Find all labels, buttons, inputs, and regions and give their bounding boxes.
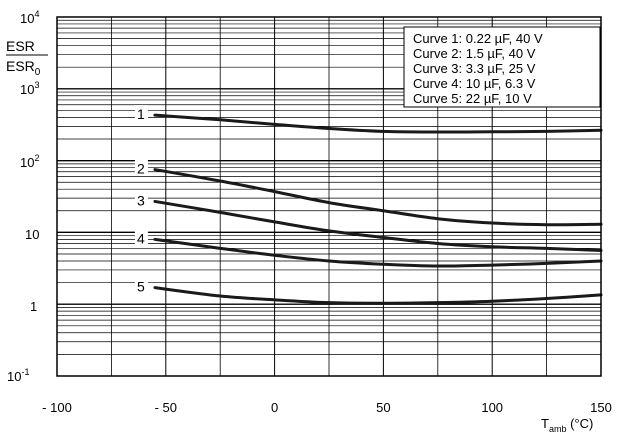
y-tick-label: 104 — [20, 9, 39, 26]
curve-label-bg — [134, 229, 148, 246]
curve-label-bg — [134, 159, 148, 176]
x-tick-labels: - 100 - 50 0 50 100 150 — [42, 400, 612, 415]
legend-box — [403, 26, 601, 108]
y-tick-labels: 10-1 1 10 102 103 104 — [7, 9, 39, 384]
y-axis-label: ESR ESR0 — [6, 38, 48, 78]
curve-label: 5 — [137, 279, 145, 295]
x-tick-label: 150 — [590, 400, 612, 415]
curves — [153, 113, 603, 305]
legend-entry: Curve 5: 22 µF, 10 V — [413, 91, 532, 106]
curve-label: 4 — [137, 230, 145, 246]
y-axis-label-denominator: ESR0 — [6, 58, 41, 78]
curve-4 — [153, 237, 603, 268]
curve-5 — [153, 286, 603, 305]
legend-entry: Curve 1: 0.22 µF, 40 V — [413, 31, 543, 46]
legend: Curve 1: 0.22 µF, 40 V Curve 2: 1.5 µF, … — [403, 26, 601, 108]
y-tick-label: 10 — [25, 227, 39, 242]
grid-lines — [57, 17, 601, 376]
curve-3 — [153, 199, 603, 252]
curve-label-bg — [134, 191, 148, 208]
legend-entry: Curve 3: 3.3 µF, 25 V — [413, 61, 536, 76]
curve-label-bg — [134, 277, 148, 294]
y-tick-label: 10-1 — [7, 367, 29, 384]
x-tick-label: 0 — [271, 400, 278, 415]
x-tick-label: - 50 — [155, 400, 177, 415]
x-tick-label: 100 — [481, 400, 503, 415]
plot-frame — [56, 16, 602, 377]
legend-entry: Curve 2: 1.5 µF, 40 V — [413, 46, 536, 61]
curve-labels: 1 2 3 4 5 — [134, 105, 148, 295]
curve-2 — [153, 168, 603, 227]
curve-label-bg — [134, 105, 148, 122]
x-axis-label: Tamb (°C) — [541, 416, 593, 434]
y-tick-label: 103 — [20, 80, 39, 97]
y-tick-label: 1 — [30, 299, 37, 314]
x-tick-label: - 100 — [42, 400, 72, 415]
curve-label: 1 — [137, 106, 145, 122]
legend-entry: Curve 4: 10 µF, 6.3 V — [413, 76, 536, 91]
curve-label: 3 — [137, 192, 145, 208]
y-axis-label-numerator: ESR — [6, 38, 35, 54]
y-tick-label: 102 — [20, 153, 39, 170]
curve-label: 2 — [137, 161, 145, 177]
curve-1 — [153, 113, 603, 134]
x-tick-label: 50 — [376, 400, 390, 415]
